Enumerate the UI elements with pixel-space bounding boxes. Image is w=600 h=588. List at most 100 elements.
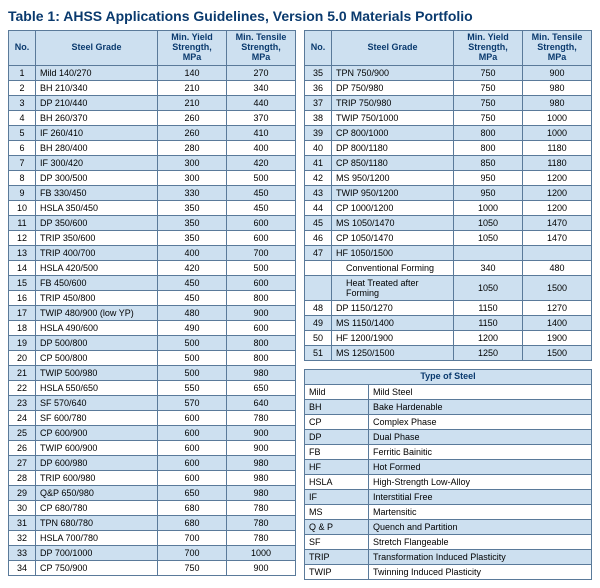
cell-tensile: 980 xyxy=(227,470,296,485)
cell-yield: 800 xyxy=(454,125,523,140)
cell-no: 43 xyxy=(305,185,332,200)
legend-abbr: TWIP xyxy=(305,564,369,579)
table-row: 2BH 210/340210340 xyxy=(9,80,296,95)
legend-name: Transformation Induced Plasticity xyxy=(369,549,592,564)
table-row: 40DP 800/11808001180 xyxy=(305,140,592,155)
cell-yield: 1200 xyxy=(454,330,523,345)
cell-no: 42 xyxy=(305,170,332,185)
table-row: 47HF 1050/1500 xyxy=(305,245,592,260)
table-row: 27DP 600/980600980 xyxy=(9,455,296,470)
cell-yield xyxy=(454,245,523,260)
table-row: 15FB 450/600450600 xyxy=(9,275,296,290)
cell-tensile: 1500 xyxy=(523,275,592,300)
cell-no: 48 xyxy=(305,300,332,315)
cell-grade: BH 210/340 xyxy=(36,80,158,95)
cell-grade: DP 750/980 xyxy=(332,80,454,95)
col-header-no: No. xyxy=(9,31,36,66)
cell-no: 20 xyxy=(9,350,36,365)
table-row: 28TRIP 600/980600980 xyxy=(9,470,296,485)
cell-yield: 350 xyxy=(158,230,227,245)
table-row: 18HSLA 490/600490600 xyxy=(9,320,296,335)
cell-no: 37 xyxy=(305,95,332,110)
cell-yield: 600 xyxy=(158,455,227,470)
legend-name: Stretch Flangeable xyxy=(369,534,592,549)
cell-yield: 1000 xyxy=(454,200,523,215)
cell-yield: 600 xyxy=(158,410,227,425)
legend-table: Type of Steel MildMild SteelBHBake Harde… xyxy=(304,369,592,580)
cell-no: 28 xyxy=(9,470,36,485)
cell-yield: 600 xyxy=(158,440,227,455)
col-header-tensile: Min. Tensile Strength, MPa xyxy=(523,31,592,66)
legend-abbr: FB xyxy=(305,444,369,459)
cell-grade: HF 1050/1500 xyxy=(332,245,454,260)
cell-tensile: 800 xyxy=(227,350,296,365)
cell-grade: DP 500/800 xyxy=(36,335,158,350)
cell-tensile: 1000 xyxy=(523,110,592,125)
cell-grade: IF 260/410 xyxy=(36,125,158,140)
table-row: 1Mild 140/270140270 xyxy=(9,65,296,80)
cell-yield: 1050 xyxy=(454,275,523,300)
cell-yield: 1250 xyxy=(454,345,523,360)
cell-yield: 800 xyxy=(454,140,523,155)
cell-no: 9 xyxy=(9,185,36,200)
table-row: 26TWIP 600/900600900 xyxy=(9,440,296,455)
legend-row: IFInterstitial Free xyxy=(305,489,592,504)
cell-yield: 750 xyxy=(454,110,523,125)
cell-yield: 300 xyxy=(158,170,227,185)
cell-tensile: 1180 xyxy=(523,155,592,170)
table-row: Heat Treated after Forming10501500 xyxy=(305,275,592,300)
cell-tensile: 370 xyxy=(227,110,296,125)
legend-abbr: Q & P xyxy=(305,519,369,534)
cell-no: 38 xyxy=(305,110,332,125)
table-row: 38TWIP 750/10007501000 xyxy=(305,110,592,125)
cell-yield: 400 xyxy=(158,245,227,260)
legend-abbr: HF xyxy=(305,459,369,474)
cell-yield: 680 xyxy=(158,515,227,530)
legend-row: MildMild Steel xyxy=(305,384,592,399)
table-row: 4BH 260/370260370 xyxy=(9,110,296,125)
table-row: 35TPN 750/900750900 xyxy=(305,65,592,80)
legend-title: Type of Steel xyxy=(305,369,592,384)
legend-name: Martensitic xyxy=(369,504,592,519)
cell-grade: MS 1050/1470 xyxy=(332,215,454,230)
cell-yield: 450 xyxy=(158,275,227,290)
table-row: 9FB 330/450330450 xyxy=(9,185,296,200)
cell-tensile: 980 xyxy=(227,365,296,380)
table-row: 50HF 1200/190012001900 xyxy=(305,330,592,345)
cell-no: 45 xyxy=(305,215,332,230)
cell-no: 6 xyxy=(9,140,36,155)
cell-grade: Heat Treated after Forming xyxy=(332,275,454,300)
cell-grade: Q&P 650/980 xyxy=(36,485,158,500)
legend-name: High-Strength Low-Alloy xyxy=(369,474,592,489)
cell-yield: 680 xyxy=(158,500,227,515)
cell-grade: HSLA 490/600 xyxy=(36,320,158,335)
table-row: 19DP 500/800500800 xyxy=(9,335,296,350)
cell-no: 14 xyxy=(9,260,36,275)
cell-grade: MS 1150/1400 xyxy=(332,315,454,330)
cell-no: 26 xyxy=(9,440,36,455)
cell-no: 44 xyxy=(305,200,332,215)
legend-row: CPComplex Phase xyxy=(305,414,592,429)
cell-no xyxy=(305,275,332,300)
cell-yield: 260 xyxy=(158,110,227,125)
table-row: 3DP 210/440210440 xyxy=(9,95,296,110)
col-header-no: No. xyxy=(305,31,332,66)
cell-grade: CP 1050/1470 xyxy=(332,230,454,245)
legend-row: HFHot Formed xyxy=(305,459,592,474)
cell-no: 33 xyxy=(9,545,36,560)
cell-tensile: 900 xyxy=(227,305,296,320)
cell-grade: DP 350/600 xyxy=(36,215,158,230)
table-row: 31TPN 680/780680780 xyxy=(9,515,296,530)
cell-yield: 600 xyxy=(158,425,227,440)
cell-yield: 750 xyxy=(454,65,523,80)
cell-grade: TPN 750/900 xyxy=(332,65,454,80)
cell-grade: CP 800/1000 xyxy=(332,125,454,140)
cell-tensile: 780 xyxy=(227,515,296,530)
cell-yield: 480 xyxy=(158,305,227,320)
cell-grade: DP 700/1000 xyxy=(36,545,158,560)
cell-yield: 500 xyxy=(158,335,227,350)
legend-name: Interstitial Free xyxy=(369,489,592,504)
table-row: 10HSLA 350/450350450 xyxy=(9,200,296,215)
cell-no: 41 xyxy=(305,155,332,170)
table-row: 22HSLA 550/650550650 xyxy=(9,380,296,395)
